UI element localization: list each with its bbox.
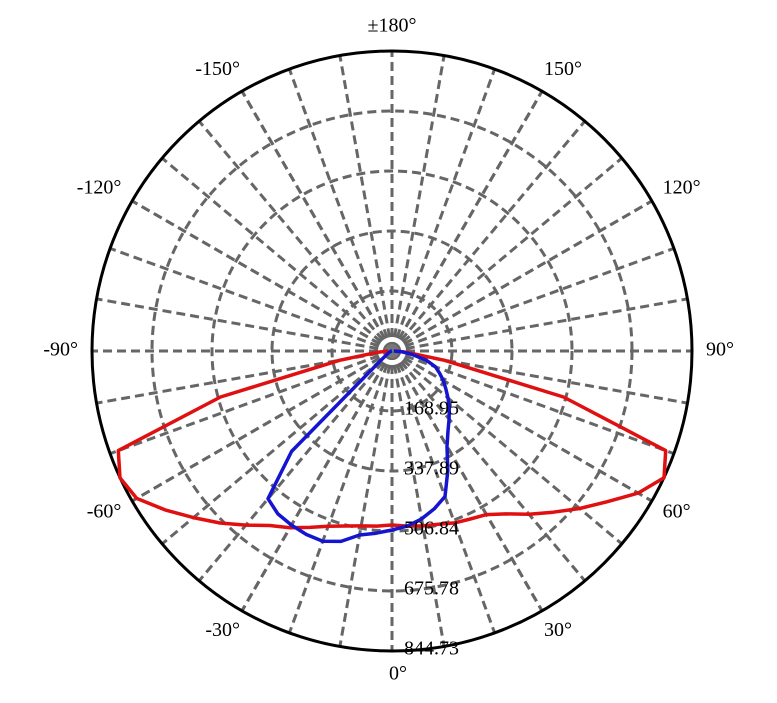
- grid-line: [240, 350, 394, 612]
- spoke: [161, 349, 393, 545]
- grid-line: [391, 199, 653, 353]
- intensity-curve: [116, 349, 668, 530]
- spoke: [390, 120, 586, 352]
- grid-line: [390, 350, 544, 612]
- spoke: [390, 55, 446, 352]
- grid-line: [391, 349, 653, 503]
- r-tick-label: 675.78: [404, 578, 459, 600]
- spoke: [391, 349, 623, 545]
- spoke: [287, 68, 394, 352]
- grid-line: [131, 349, 393, 503]
- grid-line: [240, 90, 394, 352]
- theta-tick-label: -60°: [87, 501, 122, 523]
- theta-tick-label: 120°: [663, 177, 701, 199]
- spoke: [338, 55, 394, 352]
- theta-tick-label: -150°: [195, 58, 240, 80]
- theta-tick-label: 150°: [544, 58, 582, 80]
- r-tick-label: 844.73: [404, 638, 459, 660]
- theta-tick-label: -90°: [43, 339, 78, 361]
- r-tick-label: 337.89: [404, 458, 459, 480]
- spoke: [338, 350, 394, 647]
- spoke: [390, 68, 497, 352]
- grid-ring: [270, 229, 514, 473]
- spoke: [390, 350, 586, 582]
- spoke: [391, 157, 623, 353]
- spoke: [198, 350, 394, 582]
- spoke: [96, 297, 393, 353]
- theta-tick-label: 30°: [544, 619, 572, 641]
- spoke: [391, 297, 688, 353]
- grid-line: [131, 199, 393, 353]
- grid-line: [390, 90, 544, 352]
- spoke: [390, 350, 446, 647]
- spoke: [161, 157, 393, 353]
- theta-tick-label: -30°: [205, 619, 240, 641]
- r-tick-label: 168.95: [404, 398, 459, 420]
- spoke: [391, 246, 675, 353]
- theta-tick-label: 60°: [663, 501, 691, 523]
- theta-tick-label: -120°: [77, 177, 122, 199]
- r-tick-label: 506.84: [404, 518, 459, 540]
- theta-tick-label: 90°: [706, 339, 734, 361]
- spoke: [287, 350, 394, 634]
- spoke: [198, 120, 394, 352]
- grid-ring: [330, 289, 454, 413]
- theta-tick-label: 0°: [389, 663, 407, 685]
- theta-tick-label: ±180°: [368, 15, 417, 37]
- spoke: [390, 350, 497, 634]
- intensity-curve: [266, 349, 452, 544]
- grid-ring: [150, 109, 634, 593]
- spoke: [109, 349, 393, 456]
- outer-ring: [90, 49, 694, 653]
- spoke: [391, 349, 675, 456]
- spoke: [109, 246, 393, 353]
